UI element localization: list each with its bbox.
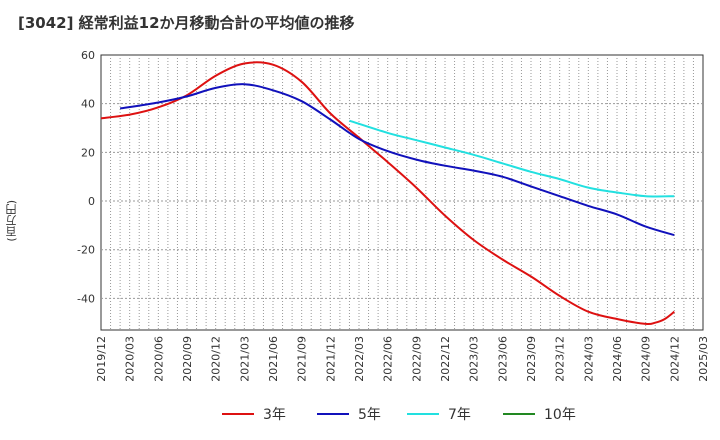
x-tick-label: 2022/03 [353, 336, 366, 382]
x-tick-label: 2025/03 [697, 336, 710, 382]
series-line-2 [119, 83, 675, 237]
series-line-1 [100, 61, 675, 326]
x-tick-label: 2021/06 [267, 336, 280, 382]
x-tick-label: 2020/06 [152, 336, 165, 382]
x-tick-label: 2021/03 [238, 336, 251, 382]
x-tick-label: 2022/09 [410, 336, 423, 382]
legend-label-2: 5年 [358, 407, 381, 423]
x-tick-label: 2020/12 [210, 336, 223, 382]
x-tick-label: 2024/03 [582, 336, 595, 382]
y-tick-label: 60 [81, 49, 95, 62]
plot-area [100, 54, 704, 331]
chart-title: [3042] 経常利益12か月移動合計の平均値の推移 [18, 14, 355, 32]
series-line-3 [349, 119, 675, 198]
y-tick-label: -40 [77, 292, 95, 305]
y-tick-label: -20 [77, 244, 95, 257]
y-tick-label: 0 [88, 195, 95, 208]
x-tick-label: 2023/03 [468, 336, 481, 382]
x-tick-label: 2022/06 [382, 336, 395, 382]
x-tick-label: 2024/12 [668, 336, 681, 382]
legend-label-3: 7年 [448, 407, 471, 423]
x-tick-label: 2024/09 [640, 336, 653, 382]
x-tick-label: 2020/09 [181, 336, 194, 382]
x-tick-label: 2019/12 [95, 336, 108, 382]
y-tick-label: 40 [81, 98, 95, 111]
x-tick-label: 2023/12 [554, 336, 567, 382]
x-tick-label: 2023/09 [525, 336, 538, 382]
y-tick-label: 20 [81, 146, 95, 159]
x-tick-label: 2020/03 [124, 336, 137, 382]
x-tick-label: 2021/12 [324, 336, 337, 382]
legend-label-1: 3年 [263, 407, 286, 423]
x-tick-label: 2022/12 [439, 336, 452, 382]
x-tick-label: 2024/06 [611, 336, 624, 382]
x-tick-label: 2021/09 [296, 336, 309, 382]
x-tick-label: 2023/06 [496, 336, 509, 382]
legend-label-4: 10年 [544, 407, 576, 423]
